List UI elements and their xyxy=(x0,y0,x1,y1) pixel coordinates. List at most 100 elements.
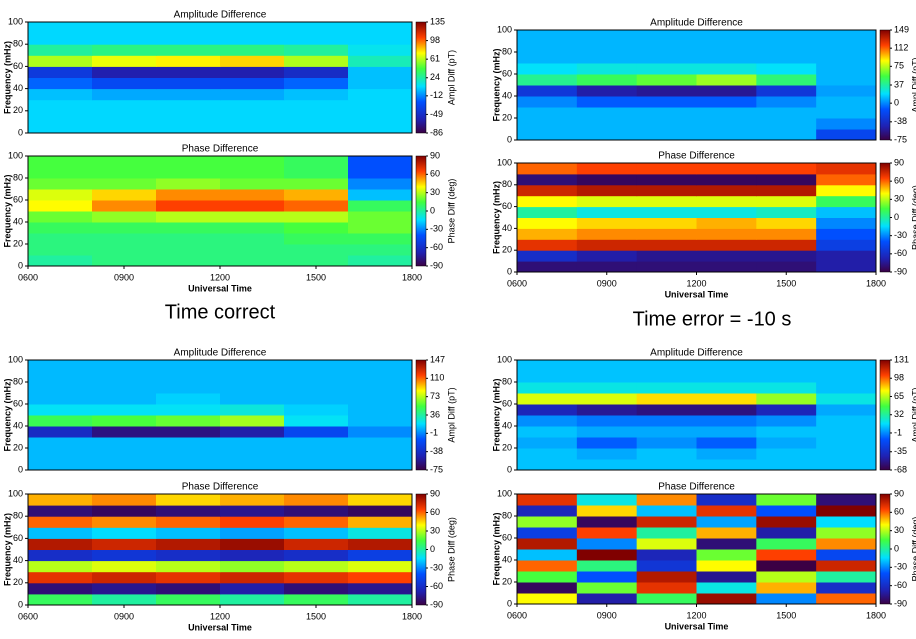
heatmap-cell xyxy=(517,360,578,372)
heatmap-cell xyxy=(517,426,578,438)
heatmap-cell xyxy=(348,560,413,573)
caption: Time error = -10 s xyxy=(633,308,792,330)
x-tick-label: 1200 xyxy=(210,272,230,282)
colorbar-tick-label: 30 xyxy=(894,525,904,535)
heatmap-cell xyxy=(756,85,817,97)
heatmap-cell xyxy=(576,85,638,97)
heatmap-cell xyxy=(576,107,638,119)
heatmap-cell xyxy=(636,195,697,208)
heatmap-cell xyxy=(156,527,221,539)
heatmap-cell xyxy=(756,107,817,119)
y-tick-label: 80 xyxy=(502,46,512,56)
heatmap-cell xyxy=(756,437,817,449)
colorbar-tick-label: 112 xyxy=(894,43,908,53)
heatmap-cell xyxy=(696,129,757,141)
colorbar xyxy=(879,493,891,605)
y-tick-label: 20 xyxy=(13,442,23,452)
heatmap-cell xyxy=(517,129,578,141)
heatmap-cell xyxy=(284,110,349,123)
heatmap-cell xyxy=(517,404,578,416)
x-tick-label: 0900 xyxy=(114,272,134,282)
heatmap-cell xyxy=(636,184,697,197)
heatmap-cell xyxy=(816,228,877,240)
heatmap-cell xyxy=(220,178,285,190)
heatmap-cell xyxy=(28,560,93,573)
heatmap-cell xyxy=(696,173,757,186)
heatmap-cell xyxy=(636,41,697,53)
x-tick-label: 1800 xyxy=(402,272,422,282)
heatmap-cell xyxy=(816,250,877,262)
heatmap-cell xyxy=(517,173,578,186)
heatmap-cell xyxy=(816,571,877,583)
colorbar-tick-label: -60 xyxy=(894,580,907,590)
heatmap-cell xyxy=(636,382,697,394)
heatmap-cell xyxy=(284,593,349,606)
heatmap-cell xyxy=(756,516,817,528)
heatmap-cell xyxy=(756,549,817,561)
heatmap-cell xyxy=(156,33,221,45)
heatmap-cell xyxy=(348,527,413,539)
heatmap-cell xyxy=(816,360,877,372)
heatmap-cell xyxy=(816,63,877,75)
y-axis-label: Frequency (mHz) xyxy=(2,513,12,586)
heatmap-cell xyxy=(348,44,413,56)
caption: Time correct xyxy=(165,301,276,323)
heatmap-cell xyxy=(284,233,349,245)
colorbar-tick-label: 90 xyxy=(894,157,904,167)
heatmap-cell xyxy=(284,211,349,223)
y-tick-label: 0 xyxy=(18,599,23,609)
heatmap-cell xyxy=(696,85,757,97)
heatmap-cell xyxy=(156,110,221,123)
heatmap-cell xyxy=(284,459,349,471)
heatmap-cell xyxy=(816,96,877,108)
heatmap-cell xyxy=(92,494,157,506)
heatmap-cell xyxy=(28,99,93,112)
heatmap-cell xyxy=(348,121,413,134)
heatmap-cell xyxy=(517,505,578,517)
colorbar-tick-label: -90 xyxy=(430,599,443,609)
heatmap-cell xyxy=(756,538,817,550)
heatmap-cell xyxy=(220,448,285,460)
heatmap-cell xyxy=(517,228,578,240)
heatmap-cell xyxy=(348,571,413,584)
heatmap-cell xyxy=(28,178,93,190)
heatmap-cell xyxy=(756,41,817,53)
heatmap-cell xyxy=(156,77,221,90)
heatmap-cell xyxy=(220,33,285,45)
y-tick-label: 60 xyxy=(13,533,23,543)
heatmap-cell xyxy=(576,206,638,218)
heatmap-cell xyxy=(517,118,578,130)
colorbar-tick-label: -60 xyxy=(430,581,443,591)
colorbar-tick-label: 0 xyxy=(894,212,899,222)
y-tick-label: 100 xyxy=(8,488,23,498)
heatmap-cell xyxy=(92,77,157,90)
colorbar xyxy=(415,21,427,134)
heatmap-cell xyxy=(220,371,285,383)
y-tick-label: 40 xyxy=(13,555,23,565)
colorbar xyxy=(879,29,891,141)
heatmap-cell xyxy=(636,74,697,86)
heatmap-cell xyxy=(576,538,638,550)
heatmap-cell xyxy=(156,222,221,234)
heatmap-cell xyxy=(756,74,817,86)
heatmap-cell xyxy=(696,217,757,229)
heatmap-cell xyxy=(348,382,413,394)
heatmap-cell xyxy=(348,233,413,245)
colorbar-tick-label: -49 xyxy=(430,109,443,119)
heatmap-cell xyxy=(636,30,697,42)
heatmap-cell xyxy=(576,549,638,561)
colorbar xyxy=(879,162,891,273)
y-tick-label: 100 xyxy=(497,157,512,167)
heatmap-cell xyxy=(92,549,157,562)
heatmap-cell xyxy=(636,52,697,64)
heatmap-cell xyxy=(284,99,349,112)
heatmap-cell xyxy=(816,107,877,119)
heatmap-cell xyxy=(220,99,285,112)
colorbar-tick-label: 60 xyxy=(430,169,440,179)
x-tick-label: 0900 xyxy=(597,610,617,620)
heatmap-cell xyxy=(284,255,349,267)
heatmap-cell xyxy=(348,99,413,112)
colorbar-tick-label: 90 xyxy=(894,488,904,498)
heatmap-cell xyxy=(756,426,817,438)
heatmap-cell xyxy=(28,437,93,449)
